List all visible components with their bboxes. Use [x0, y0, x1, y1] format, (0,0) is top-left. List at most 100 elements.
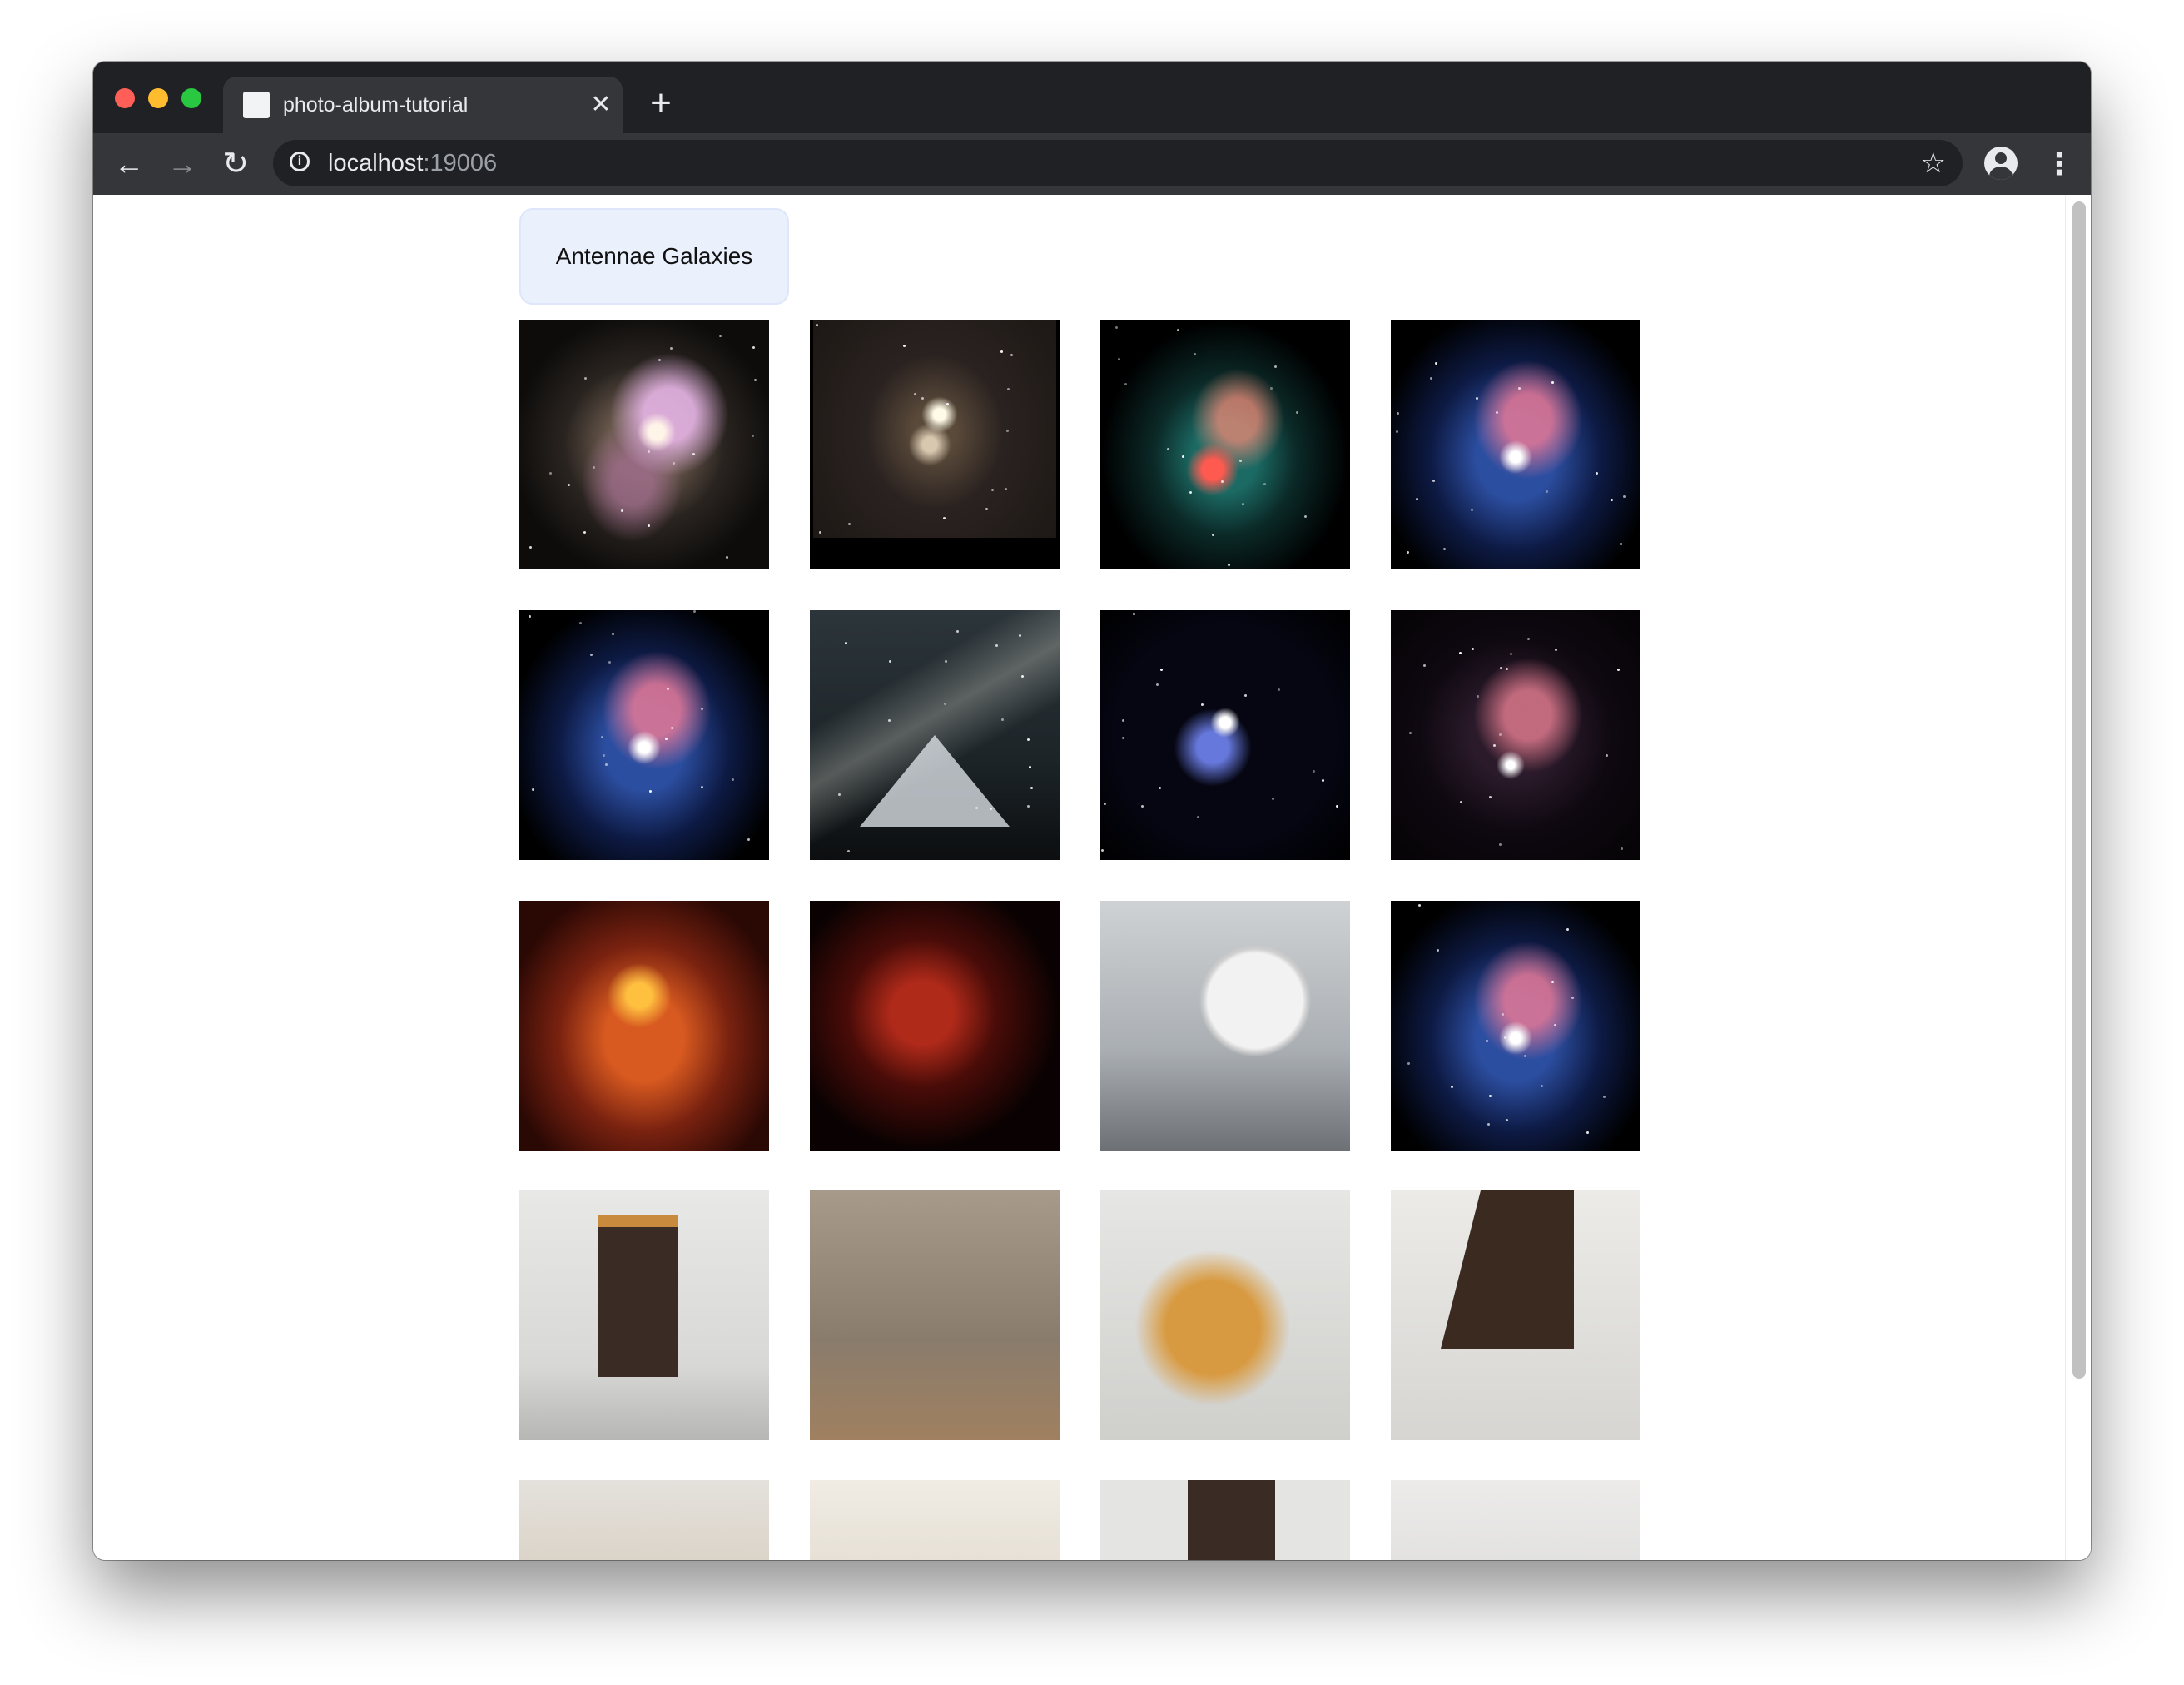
- star-speck: [1551, 981, 1554, 983]
- star-icon[interactable]: ☆: [1920, 147, 1946, 179]
- photo-thumbnail[interactable]: [1100, 320, 1350, 569]
- close-window-button[interactable]: [115, 88, 135, 108]
- photo-thumbnail[interactable]: [1100, 901, 1350, 1151]
- star-speck: [1197, 816, 1199, 818]
- star-speck: [701, 708, 703, 710]
- maximize-window-button[interactable]: [181, 88, 201, 108]
- account-icon-body: [1989, 167, 2013, 180]
- star-speck: [975, 807, 978, 809]
- photo-thumbnail[interactable]: [810, 1480, 1060, 1560]
- page-viewport[interactable]: Antennae Galaxies: [93, 195, 2091, 1560]
- star-speck: [1304, 515, 1307, 518]
- star-speck: [1396, 430, 1398, 433]
- tab-strip: photo-album-tutorial ✕ +: [93, 62, 2091, 133]
- star-speck: [754, 379, 757, 381]
- star-speck: [1010, 354, 1013, 356]
- star-speck: [956, 630, 959, 633]
- star-speck: [1005, 488, 1007, 490]
- star-speck: [1270, 387, 1273, 390]
- star-speck: [701, 786, 703, 788]
- photo-thumbnail[interactable]: [1391, 1190, 1640, 1440]
- star-speck: [1115, 326, 1118, 329]
- star-speck: [1021, 675, 1024, 678]
- scrollbar-track[interactable]: [2065, 195, 2091, 1560]
- info-icon[interactable]: i: [290, 152, 310, 171]
- scrollbar-thumb[interactable]: [2072, 201, 2086, 1379]
- star-speck: [991, 489, 994, 491]
- star-speck: [1124, 383, 1127, 385]
- url-port: :19006: [423, 150, 498, 176]
- star-speck: [584, 377, 587, 380]
- browser-chrome: photo-album-tutorial ✕ + ← → ↻ i localho…: [93, 62, 2091, 195]
- photo-thumbnail[interactable]: [810, 1190, 1060, 1440]
- star-speck: [995, 644, 998, 647]
- photo-thumbnail[interactable]: [810, 610, 1060, 860]
- star-speck: [1506, 668, 1508, 670]
- photo-thumbnail[interactable]: [1100, 1190, 1350, 1440]
- star-speck: [1000, 350, 1003, 353]
- star-speck: [1212, 534, 1214, 536]
- star-speck: [648, 524, 650, 527]
- account-icon[interactable]: [1984, 147, 2018, 180]
- star-speck: [1554, 1024, 1556, 1026]
- star-speck: [1141, 805, 1144, 808]
- star-speck: [1239, 460, 1242, 462]
- account-icon-head: [1995, 152, 2007, 164]
- star-speck: [1007, 388, 1010, 390]
- star-speck: [847, 850, 850, 852]
- star-speck: [1122, 737, 1124, 739]
- star-speck: [1407, 551, 1409, 554]
- star-speck: [1606, 754, 1608, 757]
- new-tab-icon[interactable]: +: [650, 82, 672, 123]
- back-arrow-icon[interactable]: ←: [114, 147, 144, 181]
- photo-thumbnail[interactable]: [519, 1190, 769, 1440]
- photo-thumbnail[interactable]: [810, 901, 1060, 1151]
- star-speck: [1182, 455, 1184, 458]
- star-speck: [1571, 997, 1574, 999]
- photo-thumbnail[interactable]: [1391, 320, 1640, 569]
- photo-thumbnail[interactable]: [1391, 901, 1640, 1151]
- star-speck: [1489, 1095, 1492, 1097]
- star-speck: [1566, 928, 1569, 931]
- url-text[interactable]: localhost:19006: [328, 148, 497, 178]
- star-speck: [719, 335, 722, 337]
- star-speck: [848, 523, 851, 525]
- star-speck: [1030, 787, 1033, 789]
- photo-thumbnail[interactable]: [810, 320, 1060, 569]
- reload-icon[interactable]: ↻: [222, 147, 249, 181]
- star-speck: [1430, 377, 1432, 380]
- star-speck: [549, 472, 552, 475]
- star-speck: [1104, 803, 1106, 805]
- star-speck: [1586, 1131, 1589, 1134]
- star-speck: [1006, 430, 1009, 432]
- star-speck: [1603, 1096, 1606, 1098]
- star-speck: [590, 654, 593, 656]
- star-speck: [1118, 358, 1120, 360]
- star-speck: [1057, 384, 1060, 386]
- forward-arrow-icon[interactable]: →: [167, 147, 197, 181]
- star-speck: [1409, 732, 1412, 734]
- browser-tab[interactable]: photo-album-tutorial ✕: [223, 77, 623, 133]
- minimize-window-button[interactable]: [148, 88, 168, 108]
- star-speck: [903, 345, 906, 347]
- photo-thumbnail[interactable]: [1391, 610, 1640, 860]
- star-speck: [603, 754, 605, 757]
- photo-thumbnail[interactable]: [519, 610, 769, 860]
- address-bar[interactable]: i localhost:19006 ☆: [273, 140, 1963, 186]
- star-speck: [612, 633, 614, 635]
- kebab-menu-icon[interactable]: ⋮: [2044, 147, 2074, 181]
- star-speck: [944, 703, 946, 705]
- photo-thumbnail[interactable]: [519, 901, 769, 1151]
- star-speck: [1551, 381, 1554, 384]
- star-speck: [1418, 904, 1421, 907]
- photo-thumbnail[interactable]: [1100, 610, 1350, 860]
- photo-thumbnail[interactable]: [1100, 1480, 1350, 1560]
- star-speck: [1435, 362, 1437, 365]
- tab-close-icon[interactable]: ✕: [590, 91, 612, 118]
- star-speck: [1221, 480, 1224, 483]
- photo-thumbnail[interactable]: [519, 320, 769, 569]
- star-speck: [692, 453, 695, 455]
- photo-thumbnail[interactable]: [519, 1480, 769, 1560]
- album-tab[interactable]: Antennae Galaxies: [519, 208, 789, 305]
- photo-thumbnail[interactable]: [1391, 1480, 1640, 1560]
